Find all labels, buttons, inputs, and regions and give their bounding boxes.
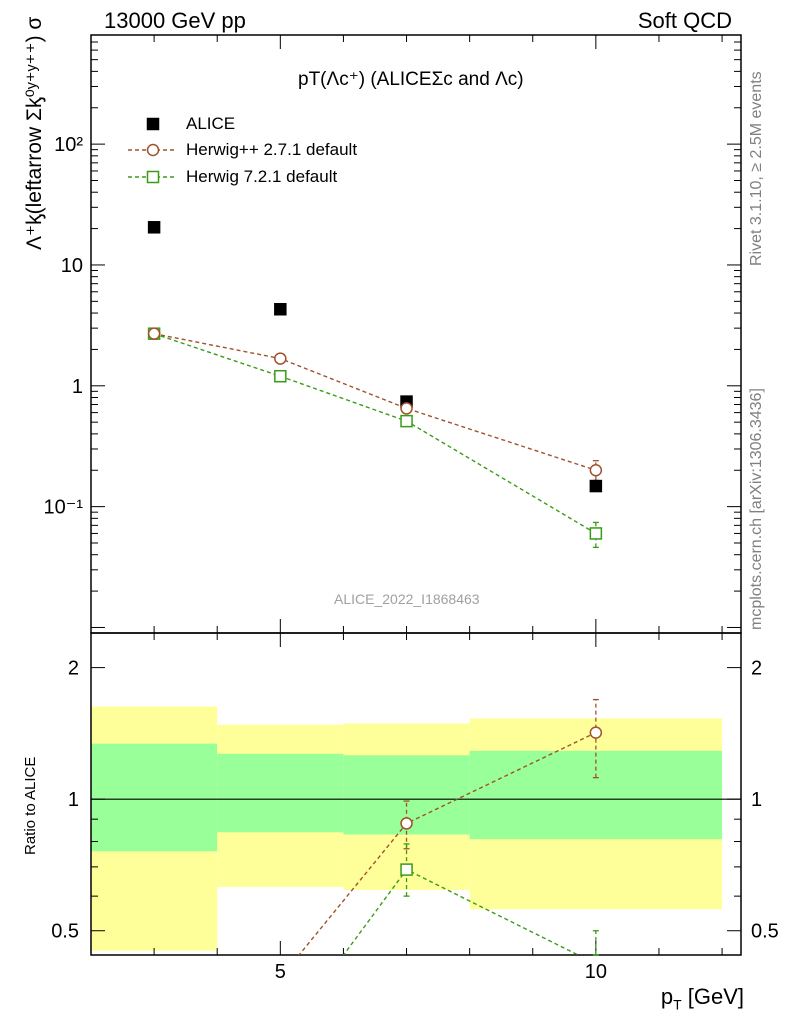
- legend-symbol-alice: [146, 117, 160, 131]
- header-left: 13000 GeV pp: [104, 8, 246, 33]
- herwig7-point: [589, 527, 603, 540]
- plot-title: pT(Λc⁺) (ALICEΣc and Λc): [298, 69, 524, 90]
- ratio-y-tick-label-right: 0.5: [751, 921, 779, 943]
- legend-label-alice: ALICE: [186, 114, 236, 133]
- ratio-y-tick-label-left: 2: [68, 658, 79, 680]
- ratio-y-tick-label-left: 1: [68, 789, 79, 811]
- ratio-band-green-0: [91, 743, 218, 852]
- alice-data-point: [274, 303, 287, 316]
- herwig7-line: [153, 333, 597, 535]
- herwigpp-ratio-point: [400, 817, 413, 830]
- herwig7-point: [400, 414, 413, 428]
- y-tick-label: 10: [61, 255, 83, 277]
- main-panel-frame: [90, 34, 742, 956]
- herwig7-ratio-point: [400, 863, 413, 876]
- rivet-version-label: Rivet 3.1.10, ≥ 2.5M events: [748, 71, 765, 266]
- ratio-panel-frame: [90, 632, 742, 956]
- herwigpp-line: [153, 332, 597, 471]
- axis-ticks: [90, 34, 741, 955]
- header-right: Soft QCD: [637, 8, 732, 33]
- x-axis-label: pT [GeV]: [660, 984, 744, 1013]
- tick-labels: 5 10 10⁻¹ 1 10 10² 0.5 0.5 1 1 2 2: [44, 134, 779, 983]
- herwigpp-point: [147, 327, 161, 340]
- y-tick-label: 10⁻¹: [44, 497, 84, 519]
- y-tick-label: 10²: [54, 134, 83, 156]
- ratio-y-tick-label-left: 0.5: [51, 921, 79, 943]
- y-tick-label: 1: [72, 376, 83, 398]
- data-marks: [147, 221, 603, 956]
- x-tick-label: 5: [275, 961, 286, 983]
- legend-label-herwigpp: Herwig++ 2.7.1 default: [186, 140, 358, 159]
- alice-data-point: [589, 479, 603, 493]
- herwigpp-ratio-point: [589, 726, 603, 739]
- legend-label-herwig7: Herwig 7.2.1 default: [186, 167, 338, 186]
- ratio-band-green-1: [217, 753, 344, 833]
- mcplots-source-label: mcplots.cern.ch [arXiv:1306.3436]: [748, 388, 765, 630]
- x-tick-label: 10: [585, 961, 607, 983]
- herwigpp-point: [589, 464, 603, 477]
- ratio-y-tick-label-right: 1: [751, 789, 762, 811]
- legend-symbols: [128, 117, 176, 184]
- y-axis-label-ratio: Ratio to ALICE: [22, 756, 39, 855]
- herwigpp-point: [400, 402, 413, 415]
- analysis-watermark: ALICE_2022_I1868463: [334, 591, 480, 607]
- legend-symbol-herwig7: [146, 170, 160, 184]
- ratio-band-green-3: [469, 750, 723, 840]
- herwig7-point: [274, 369, 287, 383]
- ratio-y-tick-label-right: 2: [751, 658, 762, 680]
- alice-data-point: [147, 221, 161, 234]
- y-axis-label-main: Λ⁺ᶄ(leftarrow Σᶄ⁰ʸ⁺ʸ⁺⁺) σ: [23, 16, 46, 250]
- legend-symbol-herwigpp: [146, 143, 160, 157]
- herwigpp-point: [274, 352, 287, 365]
